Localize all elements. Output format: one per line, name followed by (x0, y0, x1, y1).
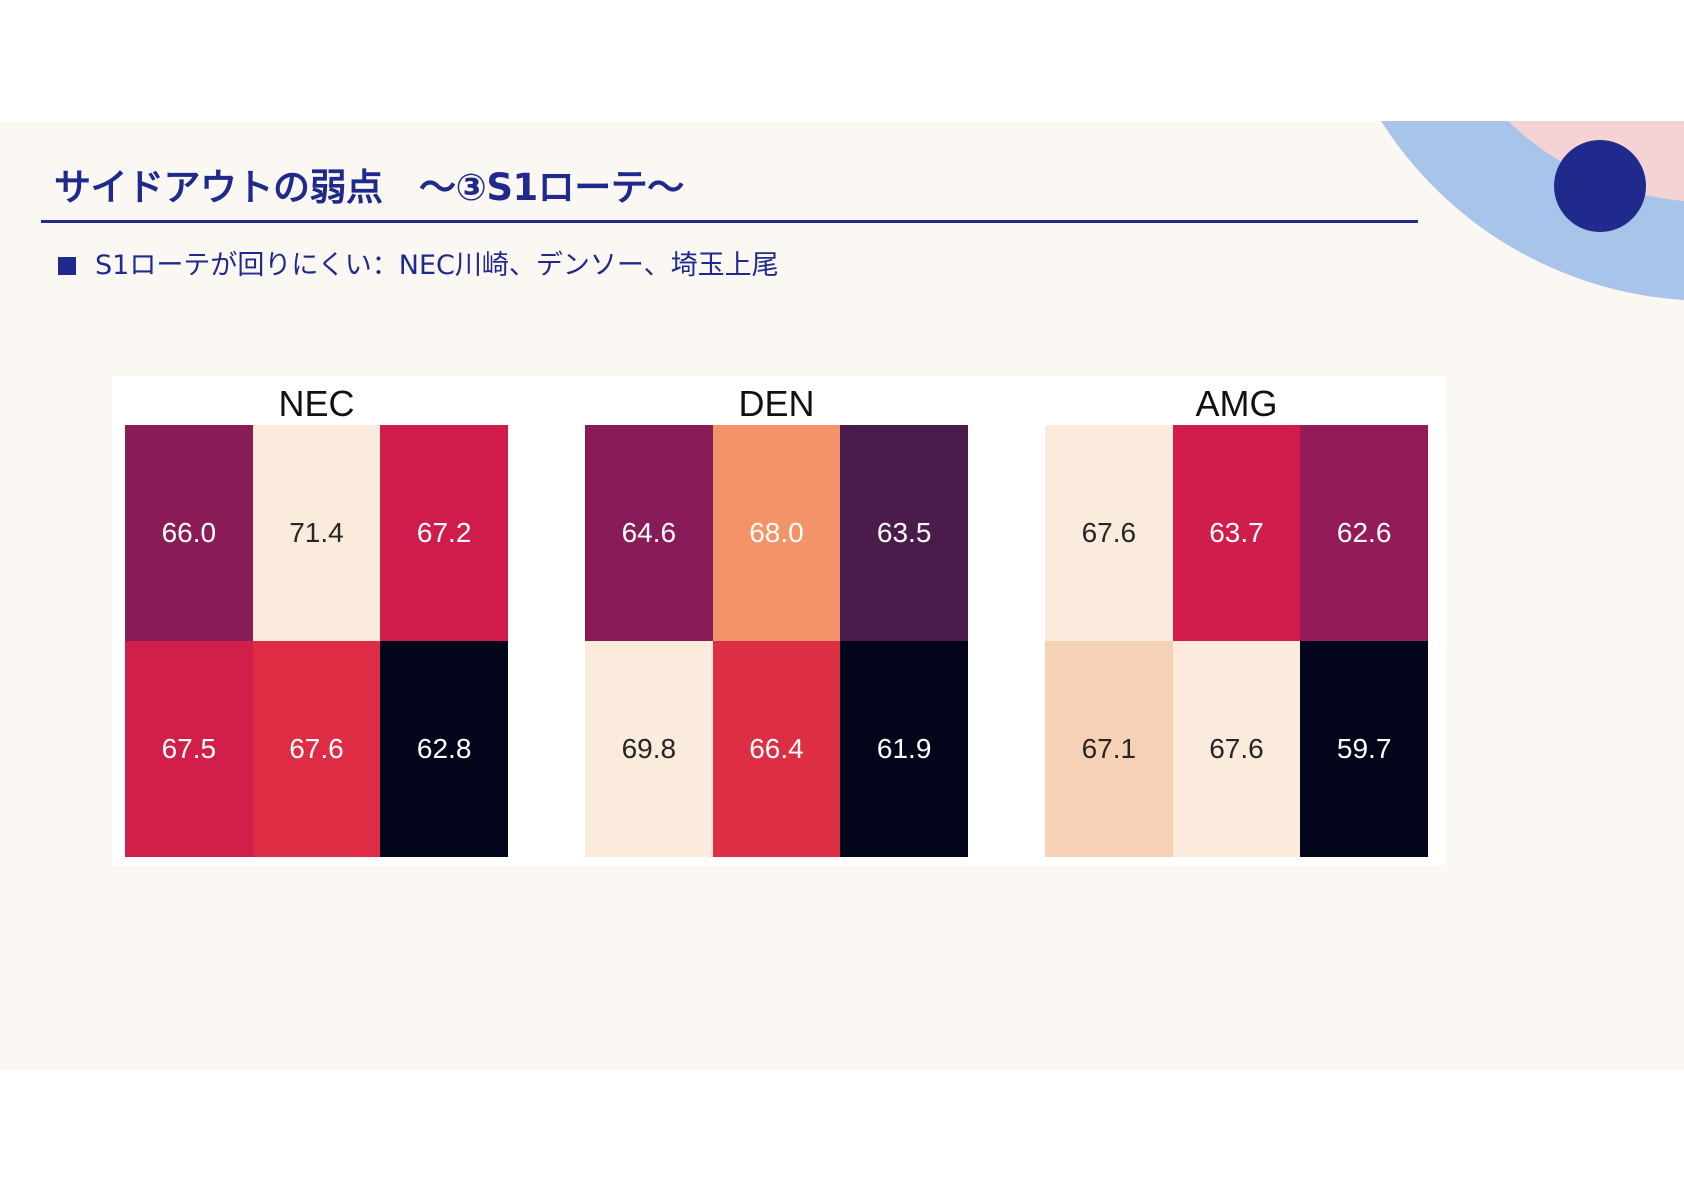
heatmap-value-label: 69.8 (621, 733, 677, 764)
heatmap-value-label: 67.6 (1081, 517, 1137, 548)
heatmap-value-label: 66.0 (161, 517, 217, 548)
heatmap-amg: AMG 67.6 63.7 62.6 67.1 67.6 59.7 (1045, 376, 1428, 865)
heatmap-value-label: 71.4 (289, 517, 344, 548)
heatmap-value-label: 63.7 (1209, 517, 1264, 548)
bullet-text: S1ローテが回りにくい：NEC川崎、デンソー、埼玉上尾 (95, 250, 779, 281)
heatmap-cell-nec-r2-c1: 67.5 (125, 641, 253, 857)
heatmap-nec: NEC 66.0 71.4 67.2 67.5 67.6 62.8 (125, 376, 508, 865)
heatmap-cell-amg-r1-c3: 62.6 (1300, 425, 1428, 641)
slide: サイドアウトの弱点 ～③S1ローテ～ S1ローテが回りにくい：NEC川崎、デンソ… (0, 121, 1684, 1071)
heatmap-cell-nec-r1-c2: 71.4 (252, 425, 381, 641)
heatmap-value-label: 68.0 (749, 517, 804, 548)
heatmap-cell-den-r1-c1: 64.6 (585, 425, 713, 641)
heatmap-grid: 64.6 68.0 63.5 69.8 66.4 61.9 (585, 425, 968, 857)
bullet-item: S1ローテが回りにくい：NEC川崎、デンソー、埼玉上尾 (58, 249, 818, 283)
heatmap-cell-nec-r1-c1: 66.0 (125, 425, 253, 641)
heatmap-value-label: 67.5 (161, 733, 217, 764)
heatmap-value-label: 64.6 (621, 517, 677, 548)
heatmap-den: DEN 64.6 68.0 63.5 69.8 66.4 61.9 (585, 376, 968, 865)
heatmap-cell-amg-r1-c2: 63.7 (1172, 425, 1301, 641)
heatmap-value-label: 66.4 (749, 733, 804, 764)
heatmap-cell-den-r2-c3: 61.9 (840, 641, 968, 857)
heatmap-cell-amg-r2-c1: 67.1 (1045, 641, 1173, 857)
heatmap-grid: 66.0 71.4 67.2 67.5 67.6 62.8 (125, 425, 508, 857)
title-underline (41, 220, 1418, 223)
heatmap-cell-nec-r2-c3: 62.8 (380, 641, 508, 857)
decoration-arcs (1381, 121, 1684, 300)
heatmap-cell-den-r2-c2: 66.4 (712, 641, 841, 857)
heatmap-cell-nec-r2-c2: 67.6 (252, 641, 381, 857)
bullet-square-icon (58, 257, 76, 275)
decoration-navy-circle (1554, 140, 1646, 232)
heatmap-value-label: 62.6 (1336, 517, 1392, 548)
heatmap-cell-den-r2-c1: 69.8 (585, 641, 713, 857)
heatmap-title: AMG (1195, 383, 1278, 424)
heatmap-value-label: 67.6 (1209, 733, 1264, 764)
heatmap-value-label: 67.6 (289, 733, 344, 764)
heatmap-title: DEN (738, 383, 815, 424)
heatmap-value-label: 61.9 (876, 733, 932, 764)
heatmap-cell-nec-r1-c3: 67.2 (380, 425, 508, 641)
heatmap-cell-amg-r2-c3: 59.7 (1300, 641, 1428, 857)
heatmap-cell-den-r1-c3: 63.5 (840, 425, 968, 641)
heatmap-cell-amg-r2-c2: 67.6 (1172, 641, 1301, 857)
slide-title: サイドアウトの弱点 ～③S1ローテ～ (54, 166, 684, 209)
heatmap-value-label: 62.8 (416, 733, 472, 764)
heatmap-cell-amg-r1-c1: 67.6 (1045, 425, 1173, 641)
heatmap-title: NEC (278, 383, 355, 424)
heatmap-grid: 67.6 63.7 62.6 67.1 67.6 59.7 (1045, 425, 1428, 857)
heatmap-value-label: 63.5 (876, 517, 932, 548)
heatmap-panel: NEC 66.0 71.4 67.2 67.5 67.6 62.8 DEN 64.6 68.… (112, 376, 1446, 865)
heatmap-value-label: 59.7 (1336, 733, 1392, 764)
heatmap-value-label: 67.2 (416, 517, 472, 548)
heatmap-value-label: 67.1 (1081, 733, 1137, 764)
heatmap-cell-den-r1-c2: 68.0 (712, 425, 841, 641)
